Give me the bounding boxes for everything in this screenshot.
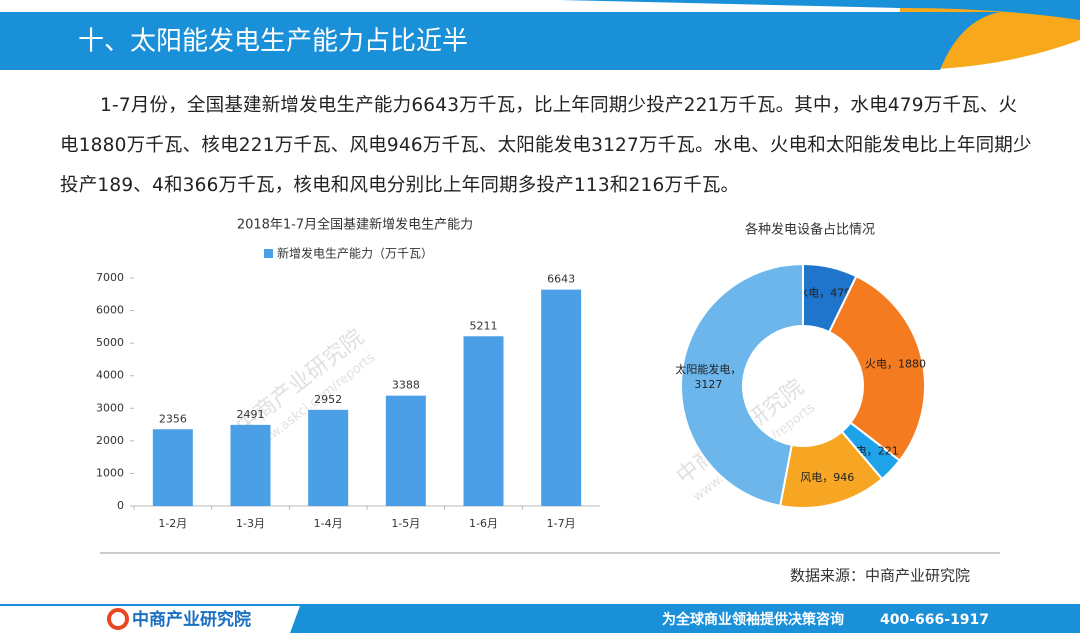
header-decoration [560,0,1080,20]
label-separator: ， [822,471,833,484]
y-tick-label: 7000 [96,271,124,284]
x-tick-label: 1-5月 [391,517,420,530]
chart-title: 各种发电设备占比情况 [745,222,875,238]
label-value: 946 [833,471,854,484]
data-label: 火电，1880 [865,357,926,370]
pie-slice [827,274,926,462]
paragraph: 1-7月份，全国基建新增发电生产能力6643万千瓦，比上年同期少投产221万千瓦… [60,95,1032,196]
header-band [0,12,1000,70]
data-label: 2952 [314,393,342,406]
y-tick-label: 1000 [96,466,124,479]
data-label: 2356 [159,412,187,425]
label-value: 3127 [694,378,722,391]
logo-icon [107,608,129,630]
footer-phone: 400-666-1917 [880,612,989,628]
footer-band [290,606,1080,633]
legend-swatch [264,249,273,258]
data-label: 太阳能发电， 3127 [675,362,741,391]
x-tick-label: 1-7月 [547,517,576,530]
x-tick-label: 1-3月 [236,517,265,530]
bar [230,424,271,506]
data-label: 5211 [470,319,498,332]
data-label: 水电，479 [797,286,851,299]
y-tick-label: 4000 [96,369,124,382]
label-separator: ， [867,445,878,458]
chart-title: 2018年1-7月全国基建新增发电生产能力 [237,217,473,233]
x-tick-label: 1-2月 [158,517,187,530]
bar [385,395,426,506]
label-category: 火电 [865,357,887,370]
y-tick-label: 0 [117,499,124,512]
label-value: 221 [878,445,899,458]
bar [463,336,504,506]
y-tick-label: 6000 [96,304,124,317]
data-label: 3388 [392,379,420,392]
label-category: 太阳能发电 [675,362,730,376]
y-tick-label: 2000 [96,434,124,447]
label-category: 风电 [800,471,822,484]
footer-line [0,604,1080,606]
pie-slice [680,262,804,508]
x-tick-label: 1-6月 [469,517,498,530]
data-label: 风电，946 [800,471,854,484]
label-value: 1880 [898,357,926,370]
label-separator: ， [819,286,830,299]
data-label: 6643 [547,273,575,286]
y-tick-label: 3000 [96,401,124,414]
label-separator: ， [730,363,741,376]
label-separator: ， [887,357,898,370]
data-label: 2491 [237,408,265,421]
bar [308,409,349,506]
bar [152,429,193,506]
footer-logo: 中商产业研究院 [132,609,251,630]
x-tick-label: 1-4月 [314,517,343,530]
source: 数据来源：中商产业研究院 [790,567,970,585]
footer-slogan: 为全球商业领袖提供决策咨询 [662,611,844,628]
bar [541,289,582,506]
header-title: 十、太阳能发电生产能力占比近半 [78,27,468,57]
y-tick-label: 5000 [96,336,124,349]
legend-label: 新增发电生产能力（万千瓦） [277,246,433,261]
